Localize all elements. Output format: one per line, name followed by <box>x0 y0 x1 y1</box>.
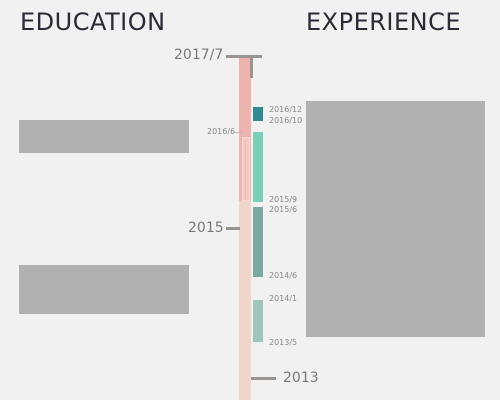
year-label-mid: 2015 <box>188 220 224 236</box>
exp-date-label-6: 2014/1 <box>269 294 298 303</box>
exp-date-label-5: 2014/6 <box>269 271 298 280</box>
tick-top <box>226 55 262 58</box>
experience-segment-1 <box>253 107 263 121</box>
exp-date-label-1: 2016/12 <box>269 105 303 114</box>
tick-bottom <box>251 377 276 380</box>
tick-mid <box>226 227 240 230</box>
education-date-leader <box>234 132 242 133</box>
exp-date-label-3: 2015/9 <box>269 195 298 204</box>
tick-top-drop <box>250 55 253 78</box>
education-entry-2-redacted <box>19 265 189 314</box>
education-entry-1-redacted <box>19 120 189 153</box>
experience-segment-4 <box>253 300 263 342</box>
experience-segment-3 <box>253 207 263 277</box>
education-heading: EDUCATION <box>20 8 166 36</box>
exp-date-label-4: 2015/6 <box>269 205 298 214</box>
timeline-axis <box>239 57 251 400</box>
experience-entries-redacted <box>306 101 485 337</box>
axis-lower-segment <box>239 201 251 400</box>
year-label-top: 2017/7 <box>174 47 224 63</box>
education-date-label: 2016/6 <box>207 127 236 136</box>
exp-date-label-2: 2016/10 <box>269 116 303 125</box>
year-label-bottom: 2013 <box>283 370 319 386</box>
experience-segment-2 <box>253 132 263 202</box>
experience-heading: EXPERIENCE <box>306 8 462 36</box>
exp-date-label-7: 2013/5 <box>269 338 298 347</box>
education-bar-highlight <box>242 137 250 201</box>
